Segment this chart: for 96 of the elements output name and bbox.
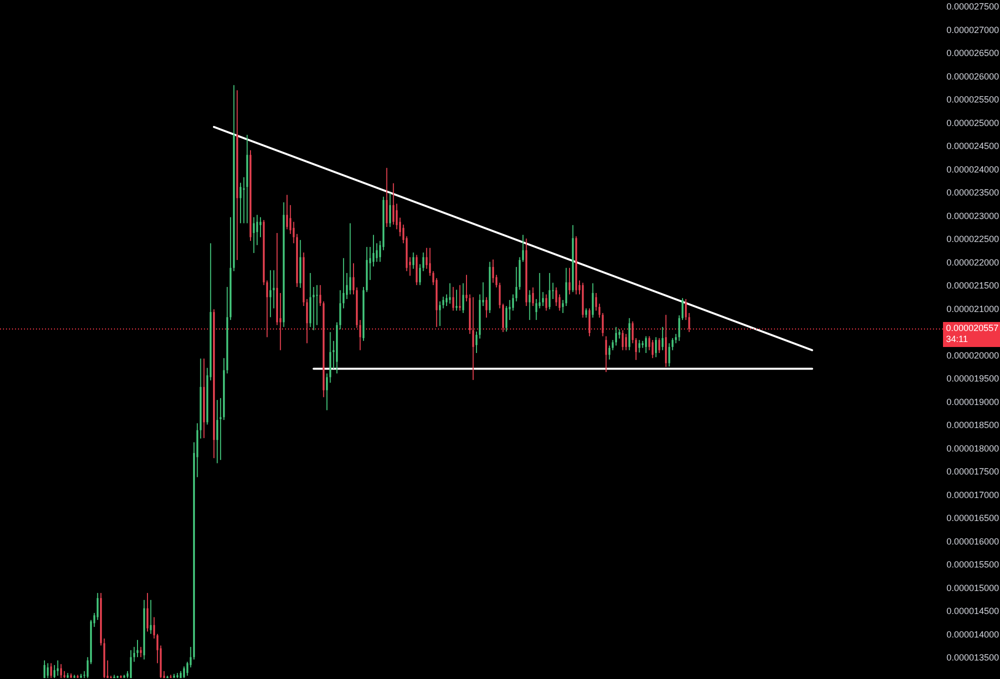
candlestick xyxy=(548,272,551,310)
candlestick xyxy=(635,338,637,360)
candlestick xyxy=(542,292,544,307)
y-tick-label: 0.000018500 xyxy=(946,420,1000,430)
ref-line-label: 0.000020557 xyxy=(946,322,1000,334)
y-tick-label: 0.000026000 xyxy=(946,71,1000,82)
candlestick xyxy=(392,182,394,226)
candlestick xyxy=(645,336,647,354)
candlestick xyxy=(352,262,354,295)
candlestick xyxy=(153,616,156,640)
candlestick xyxy=(618,328,620,340)
candlestick xyxy=(466,274,468,302)
candlestick xyxy=(140,646,142,658)
candlestick xyxy=(50,662,52,679)
candlestick xyxy=(136,639,138,658)
y-tick-label: 0.000023000 xyxy=(946,210,1000,221)
y-tick-label: 0.000021000 xyxy=(946,304,1000,314)
y-tick-label: 0.000015500 xyxy=(946,560,1000,570)
candlestick xyxy=(146,592,148,632)
candlestick xyxy=(615,326,617,346)
y-tick-label: 0.000024000 xyxy=(946,164,1000,174)
candlestick xyxy=(183,666,185,679)
y-tick-label: 0.000020000 xyxy=(946,350,1000,360)
candlestick xyxy=(605,336,608,373)
y-tick-label: 0.000019500 xyxy=(946,374,1000,384)
candlestick xyxy=(389,192,392,228)
y-tick-label: 0.000025000 xyxy=(946,118,1000,128)
candlestick xyxy=(306,298,308,344)
candlestick xyxy=(528,290,531,320)
candlestick xyxy=(419,264,421,286)
y-tick-label: 0.000017500 xyxy=(946,466,1000,477)
candlestick xyxy=(270,270,272,318)
candlestick xyxy=(655,336,657,358)
y-tick-label: 0.000018000 xyxy=(946,443,1000,454)
candlestick xyxy=(372,234,374,267)
candlestick xyxy=(438,300,441,327)
candlestick xyxy=(476,331,478,354)
candlestick xyxy=(448,282,451,304)
candlestick xyxy=(412,252,414,270)
candlestick xyxy=(446,294,448,307)
y-tick-label: 0.000019000 xyxy=(946,396,1000,407)
y-tick-label: 0.000022000 xyxy=(946,257,1000,268)
candlestick xyxy=(458,284,461,312)
candlestick xyxy=(638,339,640,354)
y-tick-label: 0.000027000 xyxy=(946,24,1000,35)
candlestick xyxy=(279,292,282,351)
y-tick-label: 0.000022500 xyxy=(946,234,1000,244)
y-tick-label: 0.000014500 xyxy=(946,606,1000,616)
y-tick-label: 0.000025500 xyxy=(946,94,1000,105)
candlestick xyxy=(522,234,524,262)
y-tick-label: 0.000027500 xyxy=(946,2,1000,12)
candlestick xyxy=(492,259,494,284)
candlestick xyxy=(316,284,318,326)
candlestick xyxy=(130,650,132,679)
price-tag: 0.000020557 34:11 xyxy=(943,322,1000,347)
candlestick xyxy=(60,664,62,679)
candlestick xyxy=(598,303,600,318)
candlestick xyxy=(220,398,222,460)
candlestick xyxy=(472,296,474,380)
candlestick xyxy=(672,338,674,351)
candlestick xyxy=(252,216,255,254)
candlestick xyxy=(632,320,634,344)
candlestick xyxy=(588,308,590,337)
y-tick-label: 0.000014000 xyxy=(946,629,1000,640)
candlestick xyxy=(286,194,288,230)
y-tick-label: 0.000016500 xyxy=(946,513,1000,524)
candlestick xyxy=(568,267,570,295)
candlestick xyxy=(429,247,431,276)
candlestick xyxy=(44,660,46,679)
candlestick xyxy=(426,247,428,270)
candlestick xyxy=(502,303,504,333)
candlestick xyxy=(486,296,488,318)
candlestick xyxy=(628,318,630,351)
candlestick xyxy=(512,294,514,312)
candlestick xyxy=(53,664,56,679)
y-tick-label: 0.000026500 xyxy=(946,48,1000,58)
candlestick xyxy=(682,298,684,320)
candlestick xyxy=(532,286,534,307)
y-tick-label: 0.000024500 xyxy=(946,141,1000,152)
y-tick-label: 0.000015000 xyxy=(946,582,1000,593)
candlestick xyxy=(558,294,561,312)
candlestick xyxy=(652,339,654,359)
candlestick xyxy=(456,289,458,312)
candlestick xyxy=(585,308,588,318)
y-tick-label: 0.000016000 xyxy=(946,536,1000,546)
y-tick-label: 0.000023500 xyxy=(946,188,1000,198)
candlestick xyxy=(342,258,344,309)
candlestick xyxy=(260,216,262,238)
candlestick xyxy=(326,372,328,411)
candlestick xyxy=(240,182,242,224)
y-tick-label: 0.000013500 xyxy=(946,652,1000,663)
y-tick-label: 0.000017000 xyxy=(946,490,1000,500)
candlestick xyxy=(625,333,627,351)
y-tick-label: 0.000021500 xyxy=(946,280,1000,291)
candlestick xyxy=(662,326,664,351)
candlestick xyxy=(595,292,598,312)
